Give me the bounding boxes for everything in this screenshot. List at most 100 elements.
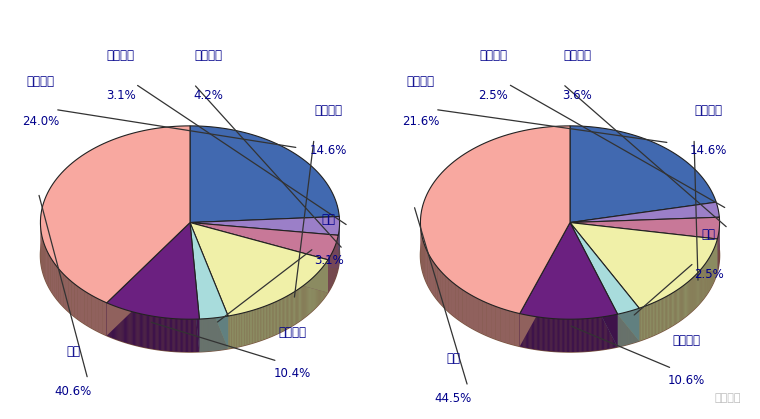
Polygon shape [193, 319, 195, 352]
Polygon shape [540, 317, 542, 350]
Polygon shape [608, 316, 610, 349]
Polygon shape [668, 295, 670, 328]
Polygon shape [157, 317, 159, 350]
Polygon shape [570, 222, 717, 272]
Polygon shape [243, 313, 245, 346]
Polygon shape [191, 319, 192, 352]
Polygon shape [188, 319, 189, 352]
Polygon shape [198, 319, 199, 352]
Polygon shape [238, 314, 239, 347]
Polygon shape [287, 295, 289, 328]
Polygon shape [235, 314, 236, 348]
Polygon shape [656, 301, 657, 335]
Polygon shape [189, 319, 191, 352]
Polygon shape [299, 288, 300, 322]
Polygon shape [311, 279, 312, 312]
Polygon shape [319, 270, 321, 304]
Polygon shape [639, 308, 641, 341]
Polygon shape [478, 299, 483, 334]
Polygon shape [153, 316, 154, 349]
Polygon shape [664, 297, 665, 331]
Polygon shape [324, 265, 325, 299]
Polygon shape [515, 313, 520, 347]
Polygon shape [185, 319, 187, 352]
Polygon shape [613, 315, 614, 348]
Polygon shape [564, 319, 565, 352]
Polygon shape [550, 318, 552, 351]
Polygon shape [134, 312, 135, 345]
Text: 坍塌: 坍塌 [446, 352, 461, 365]
Polygon shape [43, 242, 45, 278]
Polygon shape [577, 319, 578, 352]
Polygon shape [242, 313, 243, 346]
Polygon shape [660, 299, 661, 333]
Polygon shape [323, 266, 324, 300]
Polygon shape [59, 269, 61, 304]
Polygon shape [106, 222, 190, 336]
Polygon shape [569, 319, 571, 352]
Polygon shape [496, 306, 500, 341]
Polygon shape [126, 310, 127, 343]
Polygon shape [420, 126, 570, 313]
Polygon shape [570, 222, 639, 314]
Polygon shape [700, 269, 701, 303]
Polygon shape [570, 217, 720, 255]
Polygon shape [544, 318, 546, 351]
Polygon shape [459, 287, 462, 323]
Polygon shape [315, 275, 316, 308]
Polygon shape [262, 307, 264, 340]
Polygon shape [672, 292, 673, 326]
Polygon shape [117, 307, 119, 340]
Polygon shape [448, 279, 452, 315]
Polygon shape [440, 271, 443, 306]
Polygon shape [678, 289, 679, 322]
Polygon shape [190, 222, 228, 349]
Polygon shape [43, 202, 44, 238]
Polygon shape [283, 297, 285, 331]
Polygon shape [570, 126, 716, 222]
Polygon shape [289, 294, 290, 328]
Polygon shape [474, 297, 478, 332]
Polygon shape [306, 283, 307, 317]
Polygon shape [66, 277, 68, 312]
Polygon shape [610, 316, 612, 349]
Polygon shape [147, 315, 148, 348]
Text: 3.1%: 3.1% [314, 253, 344, 266]
Polygon shape [115, 306, 116, 339]
Polygon shape [537, 317, 538, 350]
Polygon shape [687, 282, 689, 316]
Polygon shape [592, 318, 593, 351]
Polygon shape [696, 274, 697, 307]
Polygon shape [588, 318, 589, 352]
Polygon shape [190, 217, 339, 255]
Polygon shape [317, 273, 318, 307]
Polygon shape [190, 222, 228, 319]
Polygon shape [42, 205, 43, 241]
Polygon shape [524, 315, 526, 348]
Polygon shape [571, 319, 572, 352]
Polygon shape [641, 307, 642, 341]
Polygon shape [606, 316, 608, 349]
Polygon shape [183, 319, 185, 352]
Polygon shape [426, 248, 427, 285]
Polygon shape [251, 310, 252, 344]
Text: 2.5%: 2.5% [479, 89, 508, 102]
Polygon shape [142, 314, 144, 347]
Polygon shape [313, 277, 314, 310]
Polygon shape [570, 217, 720, 255]
Polygon shape [698, 272, 699, 305]
Polygon shape [559, 319, 560, 352]
Polygon shape [49, 254, 50, 290]
Polygon shape [570, 222, 717, 308]
Polygon shape [124, 309, 125, 342]
Polygon shape [521, 314, 522, 347]
Polygon shape [670, 293, 672, 327]
Polygon shape [543, 318, 544, 351]
Polygon shape [190, 222, 328, 292]
Text: 触电: 触电 [321, 213, 336, 226]
Polygon shape [271, 303, 272, 337]
Polygon shape [534, 316, 536, 349]
Polygon shape [116, 307, 117, 340]
Polygon shape [252, 310, 254, 343]
Polygon shape [47, 251, 49, 287]
